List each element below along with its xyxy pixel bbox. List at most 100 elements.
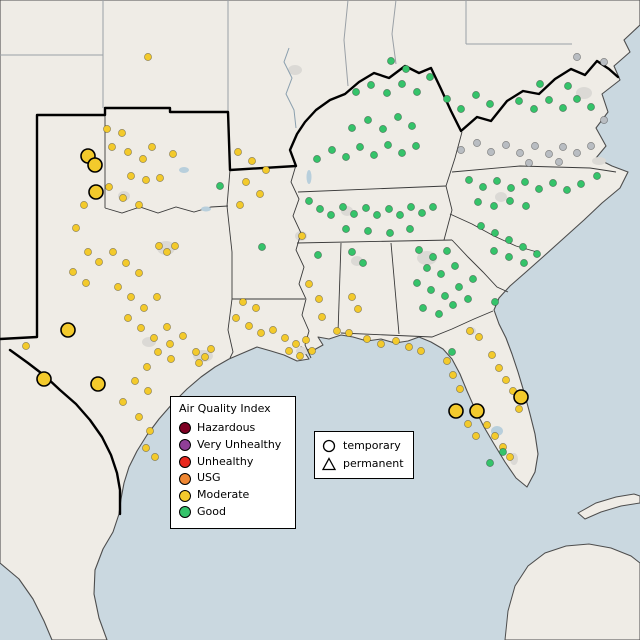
station[interactable] [415,246,423,254]
station[interactable] [298,232,306,240]
station[interactable] [555,158,563,166]
station[interactable] [313,155,321,163]
station[interactable] [153,293,161,301]
station[interactable] [491,298,499,306]
station[interactable] [359,259,367,267]
station[interactable] [515,405,523,413]
station-temporary[interactable] [36,371,52,387]
station[interactable] [559,104,567,112]
station[interactable] [142,176,150,184]
station[interactable] [472,432,480,440]
station[interactable] [262,166,270,174]
station[interactable] [563,186,571,194]
station[interactable] [95,258,103,266]
station[interactable] [84,248,92,256]
station[interactable] [342,153,350,161]
station[interactable] [156,174,164,182]
station[interactable] [488,351,496,359]
station[interactable] [536,80,544,88]
station[interactable] [370,151,378,159]
station[interactable] [82,279,90,287]
station[interactable] [398,80,406,88]
station[interactable] [179,332,187,340]
station[interactable] [258,243,266,251]
station[interactable] [207,345,215,353]
station[interactable] [435,310,443,318]
station[interactable] [114,283,122,291]
station[interactable] [456,385,464,393]
station[interactable] [483,421,491,429]
station[interactable] [522,202,530,210]
station[interactable] [465,176,473,184]
station[interactable] [429,203,437,211]
station[interactable] [373,211,381,219]
station[interactable] [328,146,336,154]
station[interactable] [327,211,335,219]
station[interactable] [385,205,393,213]
station-temporary[interactable] [448,403,464,419]
station[interactable] [507,184,515,192]
station[interactable] [119,398,127,406]
station[interactable] [216,182,224,190]
station[interactable] [413,279,421,287]
station[interactable] [257,329,265,337]
station[interactable] [493,177,501,185]
station[interactable] [72,224,80,232]
station[interactable] [167,355,175,363]
station[interactable] [234,148,242,156]
station-temporary[interactable] [60,322,76,338]
station[interactable] [144,53,152,61]
station[interactable] [474,198,482,206]
station[interactable] [296,352,304,360]
station-temporary[interactable] [513,389,529,405]
station[interactable] [305,197,313,205]
station[interactable] [448,348,456,356]
station[interactable] [135,269,143,277]
station[interactable] [151,453,159,461]
station[interactable] [144,387,152,395]
station[interactable] [533,250,541,258]
station[interactable] [140,304,148,312]
station[interactable] [155,242,163,250]
station[interactable] [502,376,510,384]
station[interactable] [408,122,416,130]
station[interactable] [490,202,498,210]
station[interactable] [427,286,435,294]
station-temporary[interactable] [90,376,106,392]
station[interactable] [387,57,395,65]
station[interactable] [505,253,513,261]
station[interactable] [455,283,463,291]
station[interactable] [352,88,360,96]
station[interactable] [477,222,485,230]
station[interactable] [363,335,371,343]
station[interactable] [472,91,480,99]
station[interactable] [491,229,499,237]
station[interactable] [245,322,253,330]
station[interactable] [22,342,30,350]
station[interactable] [236,201,244,209]
station[interactable] [515,97,523,105]
station[interactable] [103,125,111,133]
station[interactable] [124,148,132,156]
station[interactable] [394,113,402,121]
station[interactable] [413,88,421,96]
station[interactable] [256,190,264,198]
station[interactable] [423,264,431,272]
station[interactable] [195,359,203,367]
station[interactable] [135,201,143,209]
station[interactable] [443,357,451,365]
station[interactable] [386,229,394,237]
station[interactable] [171,242,179,250]
station[interactable] [127,172,135,180]
station[interactable] [333,327,341,335]
station[interactable] [139,155,147,163]
station[interactable] [437,270,445,278]
station[interactable] [520,259,528,267]
station[interactable] [593,172,601,180]
station[interactable] [239,298,247,306]
station[interactable] [443,95,451,103]
station[interactable] [248,157,256,165]
station[interactable] [318,313,326,321]
station[interactable] [308,347,316,355]
